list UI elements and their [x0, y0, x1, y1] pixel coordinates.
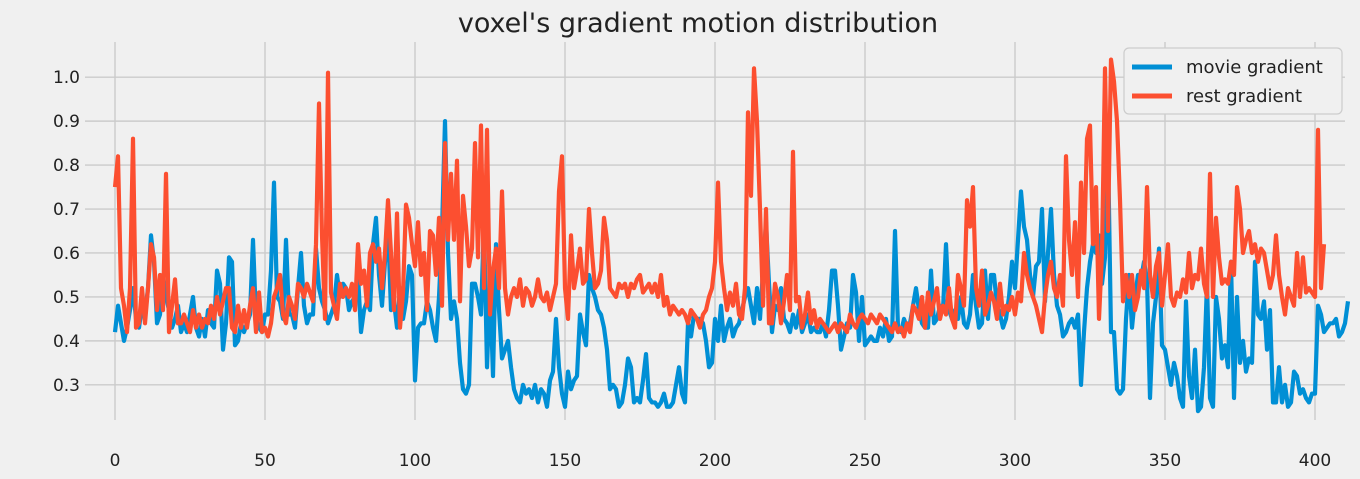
y-tick-label: 0.9: [53, 112, 80, 132]
legend: movie gradient rest gradient: [1123, 47, 1343, 115]
x-tick-label: 400: [1299, 451, 1331, 471]
legend-box: [1123, 47, 1343, 115]
x-tick-label: 250: [849, 451, 881, 471]
x-tick-label: 0: [110, 451, 121, 471]
x-tick-label: 200: [699, 451, 731, 471]
x-tick-label: 350: [1149, 451, 1181, 471]
data-series: [112, 57, 1351, 414]
y-tick-label: 0.6: [53, 244, 80, 264]
series-line-rest-gradient: [112, 57, 1327, 339]
y-tick-label: 0.8: [53, 156, 80, 176]
x-tick-label: 300: [999, 451, 1031, 471]
x-tick-label: 150: [549, 451, 581, 471]
legend-label-rest-gradient: rest gradient: [1186, 86, 1302, 107]
legend-label-movie-gradient: movie gradient: [1186, 57, 1323, 78]
tick-labels: 0 50 100 150 200 250 300 350 400 0.3 0.4 0.5 0.6 0.7 0…: [53, 68, 1331, 471]
y-tick-label: 1.0: [53, 68, 80, 88]
y-tick-label: 0.4: [53, 332, 80, 352]
x-tick-label: 100: [399, 451, 431, 471]
y-tick-label: 0.5: [53, 288, 80, 308]
y-tick-label: 0.7: [53, 200, 80, 220]
y-tick-label: 0.3: [53, 376, 80, 396]
x-tick-label: 50: [254, 451, 276, 471]
chart-title: voxel's gradient motion distribution: [458, 8, 938, 39]
